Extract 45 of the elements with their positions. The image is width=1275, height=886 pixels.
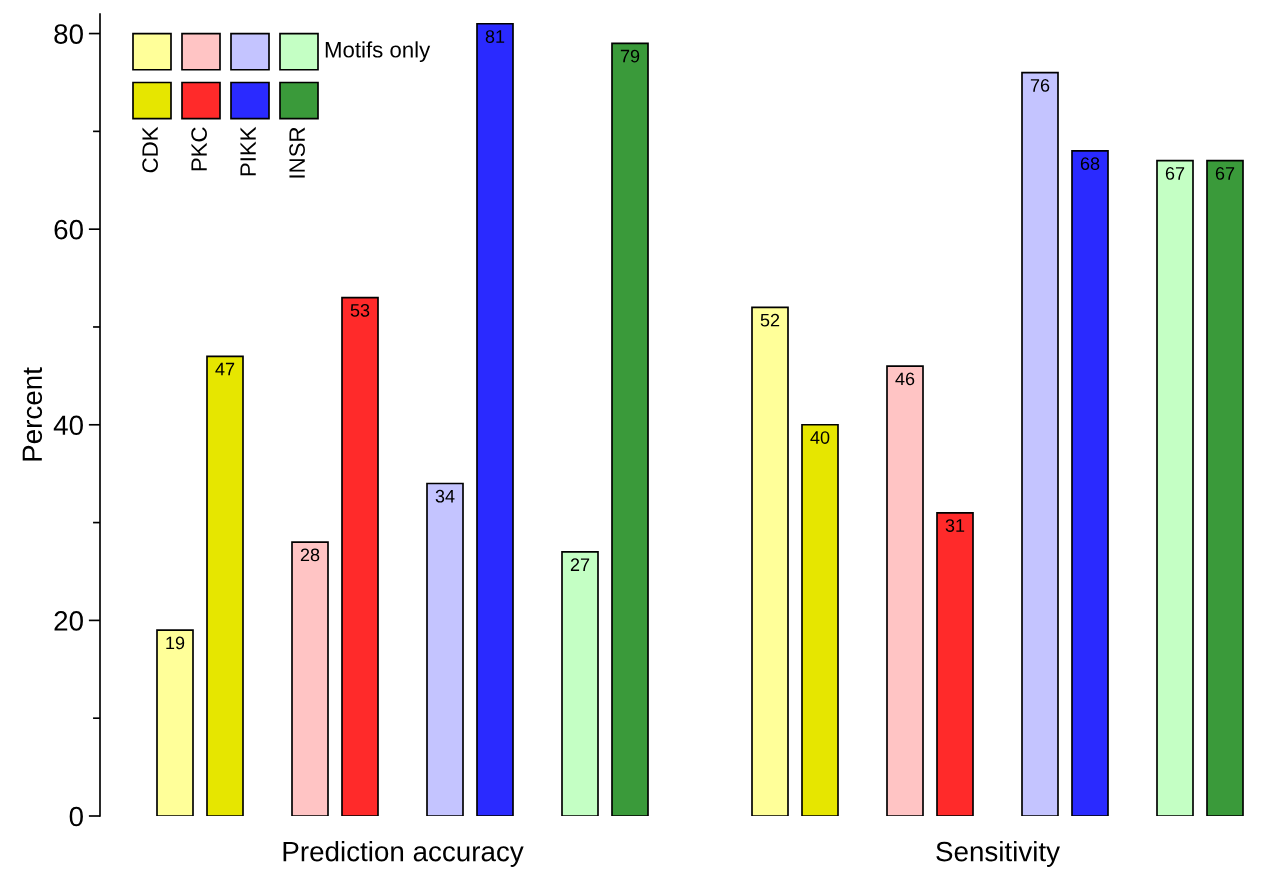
data-label: 52 <box>760 313 780 327</box>
bar <box>1021 71 1059 816</box>
y-tick-label: 20 <box>54 611 83 631</box>
data-label: 31 <box>945 519 965 532</box>
y-tick-label: 40 <box>53 415 83 436</box>
legend-label: INSR <box>289 127 305 178</box>
bar <box>886 365 924 816</box>
legend-label: PKC <box>191 127 207 171</box>
bar <box>156 629 194 816</box>
bar <box>936 511 974 816</box>
bar <box>751 306 789 816</box>
bar <box>1206 159 1244 816</box>
y-axis-title: Percent <box>22 367 43 461</box>
data-label: 47 <box>215 362 235 376</box>
bar <box>561 551 599 816</box>
bar <box>1071 150 1109 816</box>
data-label: 46 <box>895 372 915 386</box>
data-label: 67 <box>1165 167 1185 180</box>
annotation: Motifs only <box>325 41 431 63</box>
data-label: 76 <box>1030 79 1050 92</box>
x-tick-label: Prediction accuracy <box>283 841 524 867</box>
bar <box>1156 159 1194 816</box>
x-tick-label: Sensitivity <box>936 841 1060 867</box>
data-label: 67 <box>1215 167 1235 180</box>
y-tick-label: 0 <box>69 806 83 827</box>
bar <box>611 42 649 816</box>
legend-label: CDK <box>142 126 158 173</box>
data-label: 28 <box>300 548 320 562</box>
data-label: 40 <box>810 431 830 444</box>
data-label: 53 <box>350 303 370 317</box>
bar <box>801 423 839 816</box>
bar <box>341 296 379 816</box>
bar <box>291 541 329 816</box>
legend-label: PIKK <box>240 126 256 176</box>
data-label: 81 <box>485 30 505 43</box>
y-tick-label: 60 <box>54 219 83 240</box>
data-label: 27 <box>570 558 590 571</box>
bar <box>426 482 464 816</box>
bar <box>206 355 244 816</box>
y-tick-label: 80 <box>54 24 83 44</box>
data-label: 34 <box>435 489 455 503</box>
bar <box>476 22 514 816</box>
data-label: 19 <box>166 636 185 650</box>
data-label: 79 <box>620 49 640 63</box>
data-label: 68 <box>1080 157 1100 171</box>
